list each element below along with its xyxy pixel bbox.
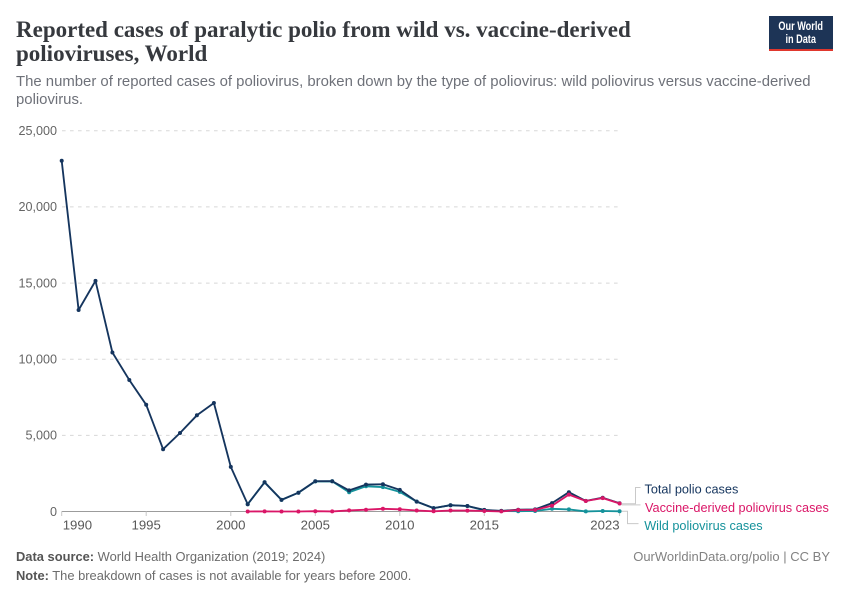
svg-text:Vaccine-derived poliovirus cas: Vaccine-derived poliovirus cases [645,501,829,515]
svg-text:2023: 2023 [590,518,619,533]
svg-text:2015: 2015 [470,518,499,533]
svg-text:2005: 2005 [301,518,330,533]
svg-text:Total polio cases: Total polio cases [645,483,739,497]
svg-text:20,000: 20,000 [18,200,57,214]
svg-text:Wild poliovirus cases: Wild poliovirus cases [644,519,762,533]
svg-text:2010: 2010 [385,518,414,533]
svg-text:1995: 1995 [132,518,161,533]
svg-text:5,000: 5,000 [25,429,57,443]
svg-text:0: 0 [50,505,57,519]
svg-text:1990: 1990 [63,518,92,533]
svg-text:25,000: 25,000 [18,124,57,138]
svg-text:2000: 2000 [216,518,245,533]
svg-text:10,000: 10,000 [18,353,57,367]
svg-text:15,000: 15,000 [18,276,57,290]
